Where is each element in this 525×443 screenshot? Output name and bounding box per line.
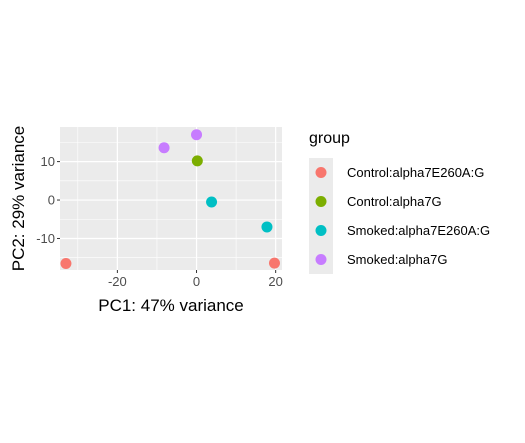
y-tick-label: 10 [41, 154, 55, 169]
legend-key-point [315, 196, 327, 207]
legend-label: Smoked:alpha7E260A:G [347, 223, 490, 238]
data-points [60, 129, 280, 269]
legend-key-point [315, 167, 327, 178]
legend: group Control:alpha7E260A:GControl:alpha… [309, 130, 490, 274]
y-tick-label: 0 [48, 193, 55, 208]
x-tick-label: 20 [268, 274, 282, 289]
legend-key-point [315, 254, 327, 265]
data-point [268, 257, 280, 269]
legend-items: Control:alpha7E260A:G Control:alpha7G Smok… [309, 158, 490, 274]
legend-label: Smoked:alpha7G [347, 252, 447, 267]
y-axis-title: PC2: 29% variance [9, 126, 28, 272]
plot-panel [60, 127, 282, 270]
legend-label: Control:alpha7E260A:G [347, 165, 484, 180]
data-point [158, 142, 170, 154]
legend-key-point [315, 225, 327, 236]
y-axis-ticks: -10 0 10 [36, 154, 60, 246]
data-point [261, 221, 273, 233]
y-tick-label: -10 [36, 231, 55, 246]
major-gridlines [60, 127, 282, 270]
x-tick-label: 0 [193, 274, 200, 289]
legend-label: Control:alpha7G [347, 194, 442, 209]
data-point [191, 129, 203, 141]
x-axis-ticks: -20 0 20 [108, 270, 283, 289]
data-point [60, 257, 72, 269]
data-point [206, 196, 218, 208]
x-axis-title: PC1: 47% variance [98, 296, 244, 315]
x-tick-label: -20 [108, 274, 127, 289]
minor-gridlines [60, 127, 282, 270]
legend-title: group [309, 130, 350, 147]
data-point [191, 155, 203, 167]
